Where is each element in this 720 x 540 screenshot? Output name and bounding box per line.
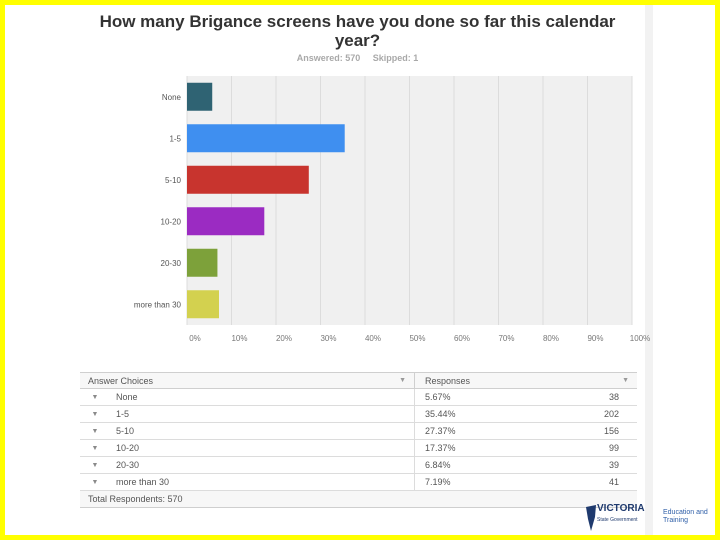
x-tick-label: 0% [189, 334, 201, 343]
bar [187, 290, 219, 319]
response-percent: 27.37% [425, 426, 456, 436]
answer-label: None [116, 392, 138, 402]
response-count: 41 [608, 477, 619, 487]
expand-caret-icon[interactable]: ▼ [91, 427, 99, 435]
response-count: 39 [608, 460, 619, 470]
responses-label: Responses [425, 375, 471, 386]
scroll-strip [645, 5, 653, 535]
y-category-label: 5-10 [165, 176, 182, 185]
response-percent: 17.37% [425, 443, 456, 453]
responses-table: Answer Choices ▼ Responses ▼ ▼ None 5.67% 3… [80, 372, 637, 508]
answer-label: 10-20 [116, 443, 140, 453]
expand-caret-icon[interactable]: ▼ [91, 410, 99, 418]
response-percent: 6.84% [425, 460, 451, 470]
answer-cell: ▼ 10-20 [80, 440, 415, 456]
expand-caret-icon[interactable]: ▼ [91, 478, 99, 486]
skipped-count: Skipped: 1 [372, 53, 419, 63]
answer-choices-header[interactable]: Answer Choices ▼ [80, 373, 415, 388]
response-percent: 5.67% [425, 392, 451, 402]
x-tick-label: 40% [365, 334, 381, 343]
response-percent: 35.44% [425, 409, 456, 419]
logo-subtitle: State Government [597, 517, 638, 523]
x-tick-label: 90% [587, 334, 603, 343]
x-tick-label: 30% [320, 334, 336, 343]
slide: How many Brigance screens have you done … [5, 5, 715, 535]
answer-cell: ▼ 5-10 [80, 423, 415, 439]
logo-brand: VICTORIA [597, 503, 645, 514]
x-tick-label: 10% [231, 334, 247, 343]
table-body: ▼ None 5.67% 38 ▼ 1-5 35.44% 202 ▼ 5-10 27.37% 156 ▼… [80, 389, 637, 491]
table-row: ▼ more than 30 7.19% 41 [80, 474, 637, 491]
expand-caret-icon[interactable]: ▼ [91, 444, 99, 452]
answer-cell: ▼ None [80, 389, 415, 405]
expand-caret-icon[interactable]: ▼ [91, 393, 99, 401]
bar [187, 124, 345, 153]
answer-cell: ▼ 20-30 [80, 457, 415, 473]
x-tick-label: 20% [276, 334, 292, 343]
table-row: ▼ 1-5 35.44% 202 [80, 406, 637, 423]
response-count: 38 [608, 392, 619, 402]
table-row: ▼ 10-20 17.37% 99 [80, 440, 637, 457]
bar [187, 248, 218, 277]
x-tick-label: 60% [454, 334, 470, 343]
response-count: 156 [603, 426, 619, 436]
table-footer: Total Respondents: 570 [80, 491, 637, 508]
bar [187, 207, 265, 236]
y-category-label: 1-5 [169, 134, 181, 143]
response-count: 202 [603, 409, 619, 419]
response-percent: 7.19% [425, 477, 451, 487]
y-category-label: 10-20 [161, 217, 182, 226]
bar [187, 82, 213, 111]
answer-cell: ▼ 1-5 [80, 406, 415, 422]
answer-label: 20-30 [116, 460, 140, 470]
y-category-label: more than 30 [134, 300, 182, 309]
logo-department: Education and Training [663, 509, 708, 524]
answer-cell: ▼ more than 30 [80, 474, 415, 490]
response-counts: Answered: 570 Skipped: 1 [95, 53, 620, 63]
answer-label: 5-10 [116, 426, 135, 436]
bar-chart: 0% 10% 20% 30% 40% 50% 60% 70% 80% 90% 100% None 1-5… [134, 76, 650, 343]
expand-caret-icon[interactable]: ▼ [91, 461, 99, 469]
table-row: ▼ None 5.67% 38 [80, 389, 637, 406]
table-row: ▼ 20-30 6.84% 39 [80, 457, 637, 474]
chart-title: How many Brigance screens have you done … [99, 12, 616, 50]
answered-count: Answered: 570 [296, 53, 361, 63]
sort-caret-icon: ▼ [622, 377, 629, 384]
x-tick-label: 100% [630, 334, 650, 343]
bar [187, 165, 309, 194]
y-category-label: None [162, 93, 182, 102]
answer-label: more than 30 [116, 477, 170, 487]
x-tick-label: 50% [409, 334, 425, 343]
response-count: 99 [608, 443, 619, 453]
x-tick-label: 80% [543, 334, 559, 343]
victoria-map-icon [586, 505, 596, 531]
answer-choices-label: Answer Choices [88, 375, 154, 386]
x-tick-label: 70% [498, 334, 514, 343]
sort-caret-icon: ▼ [399, 377, 406, 384]
table-header: Answer Choices ▼ Responses ▼ [80, 372, 637, 389]
responses-header[interactable]: Responses ▼ [415, 373, 637, 388]
victoria-logo: VICTORIA State Government Education and … [585, 501, 713, 535]
table-row: ▼ 5-10 27.37% 156 [80, 423, 637, 440]
answer-label: 1-5 [116, 409, 130, 419]
y-category-label: 20-30 [161, 259, 182, 268]
